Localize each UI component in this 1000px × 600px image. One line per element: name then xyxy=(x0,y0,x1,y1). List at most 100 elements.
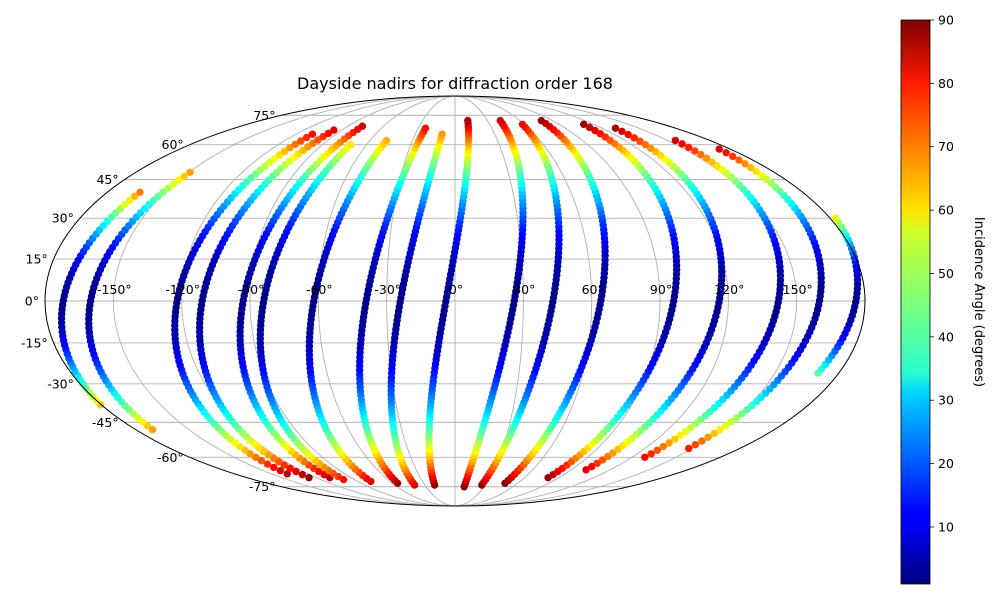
orbit-point xyxy=(280,461,288,469)
orbit-point xyxy=(676,431,684,440)
orbit-point xyxy=(598,456,607,464)
orbit-point xyxy=(831,214,840,222)
latitude-tick-label: -75° xyxy=(249,479,276,494)
orbit-point xyxy=(698,437,706,445)
latitude-tick-label: -30° xyxy=(47,376,74,391)
longitude-tick-label: 30° xyxy=(513,282,535,297)
orbit-point xyxy=(421,124,430,132)
latitude-tick-label: 15° xyxy=(26,252,48,267)
orbit-point xyxy=(685,444,693,453)
orbit-point xyxy=(727,418,736,426)
orbit-point xyxy=(270,463,278,472)
orbit-point xyxy=(681,427,690,436)
orbit-point xyxy=(591,126,599,135)
orbit-point xyxy=(274,457,283,466)
orbit-point xyxy=(585,123,594,132)
orbit-point xyxy=(593,459,601,467)
orbit-point xyxy=(251,453,260,461)
orbit-point xyxy=(305,473,313,482)
colorbar-tick-label: 40 xyxy=(938,329,954,344)
colorbar-ticks: 10 20 30 40 50 60 70 80 90 xyxy=(930,13,954,535)
orbit-point xyxy=(518,120,527,129)
orbit-point xyxy=(757,171,766,180)
orbit-point xyxy=(164,184,172,192)
orbit-point xyxy=(438,130,446,138)
orbit-point xyxy=(741,160,749,168)
orbit-point xyxy=(280,147,289,156)
longitude-tick-label: -150° xyxy=(97,282,132,297)
orbit-point xyxy=(733,414,741,422)
orbit-point xyxy=(671,136,680,145)
orbit-point xyxy=(263,460,272,468)
orbit-point xyxy=(292,467,300,476)
latitude-tick-label: 45° xyxy=(96,172,118,187)
longitude-tick-label: 120° xyxy=(714,282,744,297)
orbit-point xyxy=(735,156,743,164)
orbit-point xyxy=(324,129,333,138)
orbit-point xyxy=(169,180,178,188)
orbit-point xyxy=(708,158,716,166)
orbit-point xyxy=(283,470,291,478)
orbit-point xyxy=(728,152,737,161)
orbit-point xyxy=(687,423,695,432)
latitude-tick-label: -15° xyxy=(21,336,48,351)
orbit-point xyxy=(671,435,679,443)
orbit-points xyxy=(57,116,862,491)
graticule xyxy=(45,95,865,507)
colorbar-label: Incidence Angle (degrees) xyxy=(971,217,986,387)
orbit-point xyxy=(126,196,134,205)
orbit-point xyxy=(302,133,311,142)
orbit-point xyxy=(358,122,367,130)
orbit-point xyxy=(722,422,730,430)
latitude-tick-label: 75° xyxy=(253,108,275,123)
orbit-point xyxy=(641,140,650,149)
colorbar-tick-label: 50 xyxy=(938,266,954,281)
orbit-point xyxy=(496,116,504,125)
colorbar: 10 20 30 40 50 60 70 80 90 Incidence Angle (degr… xyxy=(900,13,986,585)
orbit-point xyxy=(159,188,167,196)
orbit-point xyxy=(464,116,472,125)
orbit-point xyxy=(275,151,284,159)
orbit-point xyxy=(647,450,655,458)
orbit-point xyxy=(297,137,305,145)
orbit-point xyxy=(588,462,596,471)
longitude-tick-label: -120° xyxy=(165,282,200,297)
orbit-point xyxy=(308,130,317,138)
orbit-point xyxy=(582,466,590,474)
colorbar-tick-label: 90 xyxy=(938,13,954,28)
longitude-tick-label: 0° xyxy=(449,282,463,297)
orbit-point xyxy=(136,188,144,196)
orbit-point xyxy=(747,163,755,172)
orbit-point xyxy=(257,457,266,465)
latitude-tick-label: -60° xyxy=(157,450,184,465)
orbit-point xyxy=(646,144,655,152)
orbit-point xyxy=(148,425,157,434)
colorbar-gradient xyxy=(900,19,931,585)
latitude-tick-label: 30° xyxy=(52,211,74,226)
longitude-tick-label: -30° xyxy=(374,282,401,297)
longitude-tick-label: 150° xyxy=(783,282,813,297)
orbit-point xyxy=(738,410,746,418)
orbit-point xyxy=(692,420,700,428)
orbit-point xyxy=(121,200,129,209)
latitude-tick-label: 0° xyxy=(25,294,39,309)
orbit-point xyxy=(715,145,723,153)
chart-title: Dayside nadirs for diffraction order 168 xyxy=(297,74,613,93)
colorbar-tick-label: 70 xyxy=(938,139,954,154)
orbit-point xyxy=(691,441,700,449)
longitude-tick-label: -90° xyxy=(238,282,265,297)
colorbar-tick-label: 20 xyxy=(938,456,954,471)
orbit-point xyxy=(154,192,162,200)
orbit-point xyxy=(641,453,649,461)
orbit-point xyxy=(752,167,760,176)
colorbar-tick-label: 60 xyxy=(938,203,954,218)
orbit-point xyxy=(186,168,194,177)
orbit-point xyxy=(382,136,391,145)
latitude-tick-label: 60° xyxy=(162,137,184,152)
latitude-tick-label: -45° xyxy=(92,415,119,430)
longitude-tick-label: -60° xyxy=(306,282,333,297)
orbit-point xyxy=(618,127,626,136)
orbit-point xyxy=(678,140,686,148)
orbit-point xyxy=(298,470,307,479)
